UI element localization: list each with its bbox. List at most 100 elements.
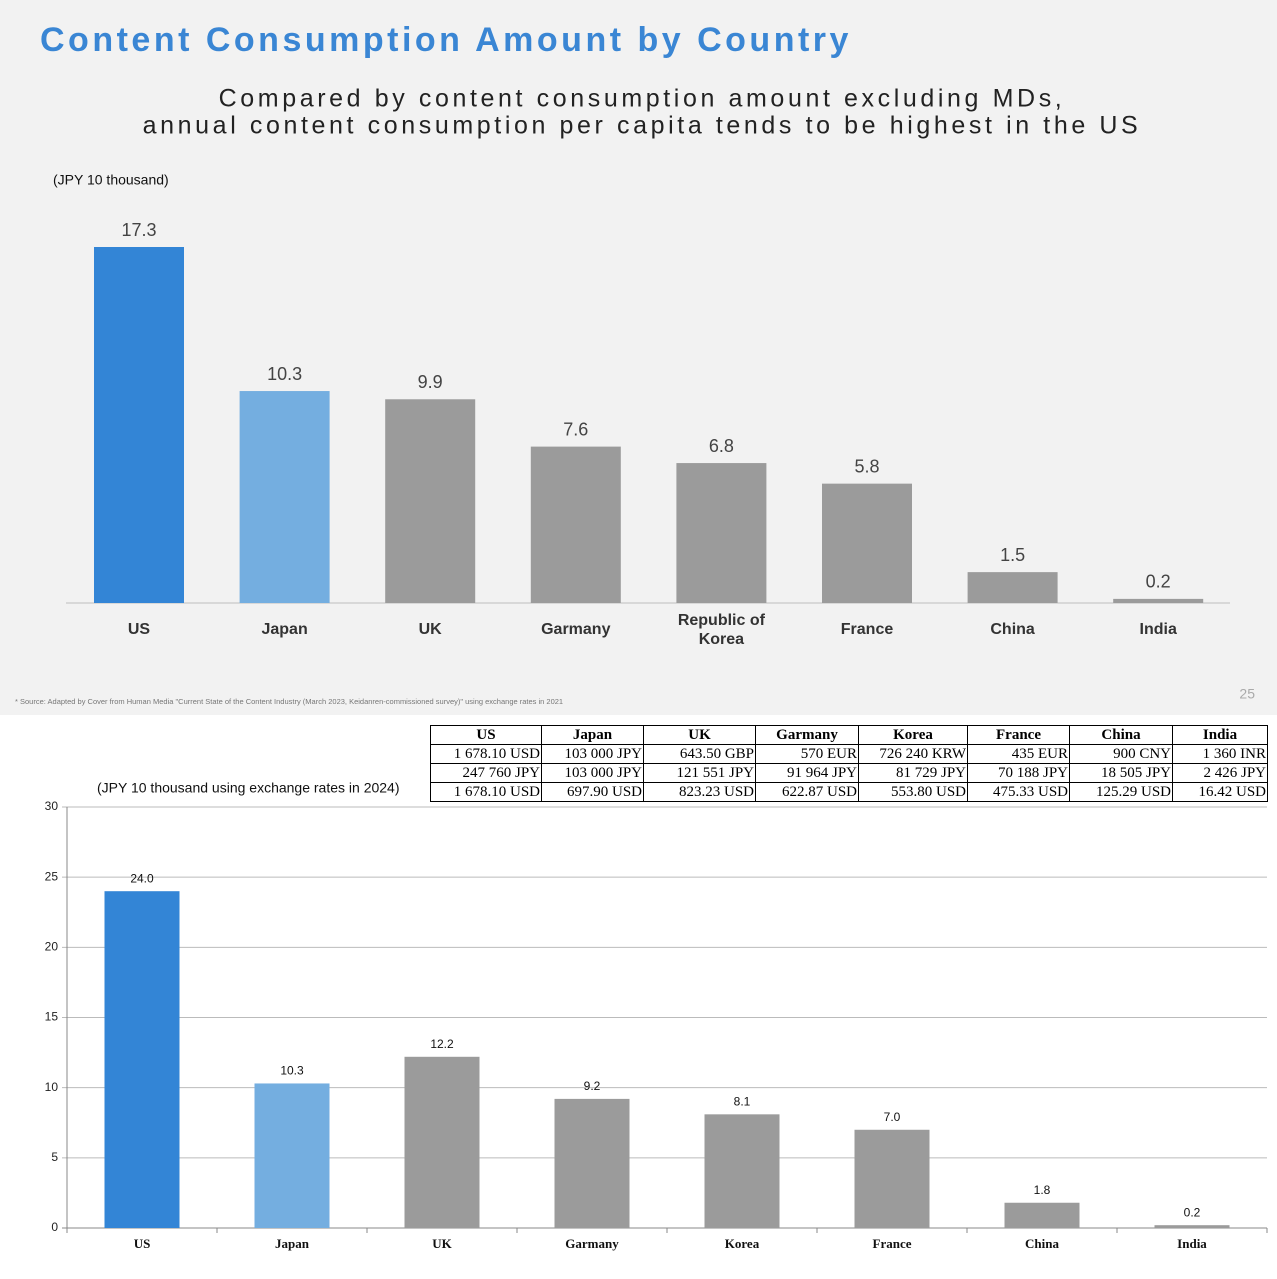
- y-axis-label: (JPY 10 thousand using exchange rates in…: [97, 780, 400, 796]
- bar: [1004, 1202, 1080, 1228]
- value-label: 10.3: [267, 364, 302, 384]
- x-tick-label: Garmany: [565, 1236, 619, 1251]
- x-tick-label: US: [134, 1236, 151, 1251]
- bar: [854, 1129, 930, 1228]
- header-cell: India: [1172, 725, 1268, 745]
- table-cell: 900 CNY: [1069, 744, 1173, 764]
- table-cell: 103 000 JPY: [541, 763, 644, 783]
- value-label: 5.8: [854, 456, 879, 476]
- x-tick-label: France: [840, 621, 894, 638]
- x-tick-label: Korea: [725, 1236, 760, 1251]
- header-cell: Japan: [541, 725, 644, 745]
- header-cell: China: [1069, 725, 1173, 745]
- table-cell: 435 EUR: [967, 744, 1070, 764]
- table-cell: 1 360 INR: [1172, 744, 1268, 764]
- x-tick-label: Japan: [275, 1236, 310, 1251]
- table-cell: 1 678.10 USD: [430, 744, 542, 764]
- header-cell: Garmany: [755, 725, 859, 745]
- table-cell: 2 426 JPY: [1172, 763, 1268, 783]
- y-tick-label: 5: [51, 1150, 58, 1164]
- table-cell: 726 240 KRW: [858, 744, 968, 764]
- bar: [554, 1098, 630, 1228]
- y-tick-label: 30: [45, 799, 59, 813]
- x-tick-label: India: [1139, 621, 1177, 638]
- x-tick-label: India: [1177, 1236, 1207, 1251]
- y-axis-label: (JPY 10 thousand): [53, 172, 169, 188]
- value-label: 10.3: [280, 1064, 304, 1078]
- table-cell: 103 000 JPY: [541, 744, 644, 764]
- y-tick-label: 10: [45, 1080, 59, 1094]
- value-label: 8.1: [734, 1095, 751, 1109]
- table-row: 1 678.10 USD 697.90 USD 823.23 USD 622.87 U…: [430, 782, 1268, 802]
- header-cell: Korea: [858, 725, 968, 745]
- table-cell: 643.50 GBP: [643, 744, 756, 764]
- header-cell: US: [430, 725, 542, 745]
- table-cell: 553.80 USD: [858, 782, 968, 802]
- x-tick-label: UK: [432, 1236, 452, 1251]
- table-cell: 622.87 USD: [755, 782, 859, 802]
- bar: [385, 399, 476, 603]
- bar: [254, 1083, 330, 1228]
- bar: [239, 391, 330, 603]
- y-tick-label: 20: [45, 940, 59, 954]
- bar: [530, 446, 621, 603]
- table-cell: 16.42 USD: [1172, 782, 1268, 802]
- value-label: 24.0: [130, 871, 154, 885]
- x-tick-label: China: [1025, 1236, 1059, 1251]
- exchange-table: US Japan UK Garmany Korea France China India 1 6…: [430, 725, 1268, 802]
- table-cell: 91 964 JPY: [755, 763, 859, 783]
- value-label: 1.5: [1000, 545, 1025, 565]
- x-tick-label: Japan: [261, 621, 308, 638]
- table-cell: 570 EUR: [755, 744, 859, 764]
- slide-subtitle: Compared by content consumption amount e…: [219, 85, 1066, 113]
- bar: [1113, 598, 1204, 603]
- source-note: * Source: Adapted by Cover from Human Me…: [15, 697, 563, 706]
- slide-subtitle: annual content consumption per capita te…: [143, 112, 1142, 140]
- table-cell: 247 760 JPY: [430, 763, 542, 783]
- value-label: 0.2: [1146, 572, 1171, 592]
- x-tick-label: France: [873, 1236, 912, 1251]
- table-cell: 697.90 USD: [541, 782, 644, 802]
- bar: [94, 247, 184, 603]
- x-tick-label: Republic of Korea: [677, 612, 765, 648]
- header-cell: France: [967, 725, 1070, 745]
- x-tick-label: China: [990, 621, 1035, 638]
- table-cell: 1 678.10 USD: [430, 782, 542, 802]
- bar: [704, 1114, 780, 1228]
- y-tick-label: 15: [45, 1010, 59, 1024]
- table-cell: 81 729 JPY: [858, 763, 968, 783]
- value-label: 7.6: [563, 419, 588, 439]
- value-label: 17.3: [121, 220, 156, 240]
- bar: [104, 891, 180, 1228]
- bar: [1154, 1225, 1230, 1228]
- y-tick-label: 0: [51, 1220, 58, 1234]
- value-label: 0.2: [1184, 1205, 1201, 1219]
- bar: [822, 483, 912, 603]
- table-row: 1 678.10 USD 103 000 JPY 643.50 GBP 570 EUR…: [430, 744, 1268, 764]
- header-cell: UK: [643, 725, 756, 745]
- table-row: 247 760 JPY 103 000 JPY 121 551 JPY 91 964 …: [430, 763, 1268, 783]
- table-cell: 70 188 JPY: [967, 763, 1070, 783]
- table-cell: 823.23 USD: [643, 782, 756, 802]
- table-header: US Japan UK Garmany Korea France China India: [430, 725, 1268, 745]
- slide-title: Content Consumption Amount by Country: [40, 21, 852, 59]
- value-label: 7.0: [884, 1110, 901, 1124]
- value-label: 9.2: [584, 1079, 601, 1093]
- x-tick-label: US: [127, 621, 151, 638]
- y-tick-label: 25: [45, 869, 59, 883]
- bar: [676, 463, 767, 603]
- table-cell: 18 505 JPY: [1069, 763, 1173, 783]
- x-tick-label: UK: [418, 621, 442, 638]
- bar: [404, 1056, 480, 1228]
- value-label: 9.9: [418, 372, 443, 392]
- page-number: 25: [1239, 686, 1255, 702]
- table-cell: 125.29 USD: [1069, 782, 1173, 802]
- table-cell: 475.33 USD: [967, 782, 1070, 802]
- value-label: 6.8: [709, 436, 734, 456]
- slide-background: [0, 0, 1277, 715]
- x-tick-label: Garmany: [541, 621, 611, 638]
- bar: [967, 572, 1058, 603]
- table-cell: 121 551 JPY: [643, 763, 756, 783]
